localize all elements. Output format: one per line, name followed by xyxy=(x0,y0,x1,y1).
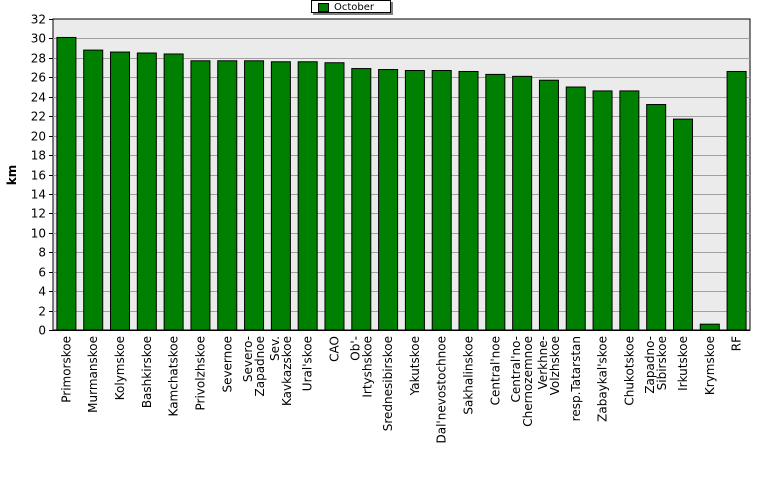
y-tick-label: 6 xyxy=(38,266,46,280)
x-tick-label: Zapadno-Sibirskoe xyxy=(643,336,669,394)
bar xyxy=(646,104,667,331)
x-tick-label: Sev.Kavkazskoe xyxy=(268,336,294,406)
x-tick-label: Severnoe xyxy=(220,336,234,393)
bar xyxy=(592,90,613,331)
y-tick-label: 14 xyxy=(31,188,46,202)
x-tick-label: Central'no-Chernozemnoe xyxy=(509,336,535,427)
bar xyxy=(163,53,184,331)
y-tick-label: 32 xyxy=(31,13,46,27)
bar xyxy=(485,73,506,331)
y-tick-label: 28 xyxy=(31,52,46,66)
bar xyxy=(190,60,211,331)
x-tick-label: Privolzhskoe xyxy=(193,336,207,410)
bar xyxy=(136,52,157,331)
y-axis-label: km xyxy=(5,165,19,185)
y-tick-label: 16 xyxy=(31,169,46,183)
y-tick-label: 12 xyxy=(31,207,46,221)
bar xyxy=(404,70,425,331)
x-tick-label: Central'noe xyxy=(488,336,502,405)
x-tick-label: Verkhne-Volzhskoe xyxy=(536,336,562,395)
x-tick-label: Kamchatskoe xyxy=(167,336,181,416)
x-tick-label: Krymskoe xyxy=(703,336,717,395)
bar xyxy=(83,49,104,331)
y-tick-label: 2 xyxy=(38,305,46,319)
legend: October xyxy=(311,0,391,13)
bar xyxy=(458,70,479,331)
x-tick-label: CAO xyxy=(327,336,341,362)
bar xyxy=(699,323,720,331)
y-tick-label: 22 xyxy=(31,110,46,124)
x-tick-label: Kolymskoe xyxy=(113,336,127,400)
x-tick-label: Primorskoe xyxy=(59,336,73,403)
x-tick-label: Irkutskoe xyxy=(676,336,690,391)
bar xyxy=(672,118,693,331)
y-tick-label: 30 xyxy=(31,32,46,46)
bar xyxy=(619,90,640,331)
y-tick-label: 0 xyxy=(38,324,46,338)
bar xyxy=(351,68,372,331)
bar xyxy=(244,60,265,331)
x-tick-label: Ob'-Irtyshskoe xyxy=(348,336,374,398)
bar xyxy=(217,60,238,331)
x-tick-label: Chukotskoe xyxy=(622,336,636,406)
x-tick-label: resp.Tatarstan xyxy=(569,336,583,421)
legend-swatch-october xyxy=(318,3,329,12)
x-tick-label: Yakutskoe xyxy=(408,336,422,396)
bar xyxy=(56,36,77,331)
y-tick-label: 20 xyxy=(31,130,46,144)
x-tick-label: Sakhalinskoe xyxy=(462,336,476,415)
x-tick-label: Srednesibirskoe xyxy=(381,336,395,431)
y-tick-label: 18 xyxy=(31,149,46,163)
bar xyxy=(565,86,586,331)
x-tick-label: Ural'skoe xyxy=(301,336,315,391)
y-tick-label: 10 xyxy=(31,227,46,241)
x-tick-label: Dal'nevostochnoe xyxy=(435,336,449,444)
x-tick-label: Zabaykal'skoe xyxy=(596,336,610,422)
x-tick-label: Severo-Zapadnoe xyxy=(241,336,267,397)
bar xyxy=(378,69,399,331)
plot-area xyxy=(52,18,751,331)
bar xyxy=(324,62,345,331)
x-tick-label: RF xyxy=(730,336,744,351)
bar xyxy=(110,51,131,331)
bar xyxy=(297,61,318,331)
bar xyxy=(726,70,747,331)
bar xyxy=(538,79,559,331)
x-tick-label: Murmanskoe xyxy=(86,336,100,413)
bar xyxy=(512,75,533,331)
bar xyxy=(270,61,291,331)
y-tick-label: 8 xyxy=(38,246,46,260)
bar xyxy=(431,70,452,331)
legend-label-october: October xyxy=(334,2,375,13)
y-tick-label: 24 xyxy=(31,91,46,105)
x-tick-label: Bashkirskoe xyxy=(140,336,154,408)
y-tick-label: 26 xyxy=(31,71,46,85)
y-tick-label: 4 xyxy=(38,285,46,299)
